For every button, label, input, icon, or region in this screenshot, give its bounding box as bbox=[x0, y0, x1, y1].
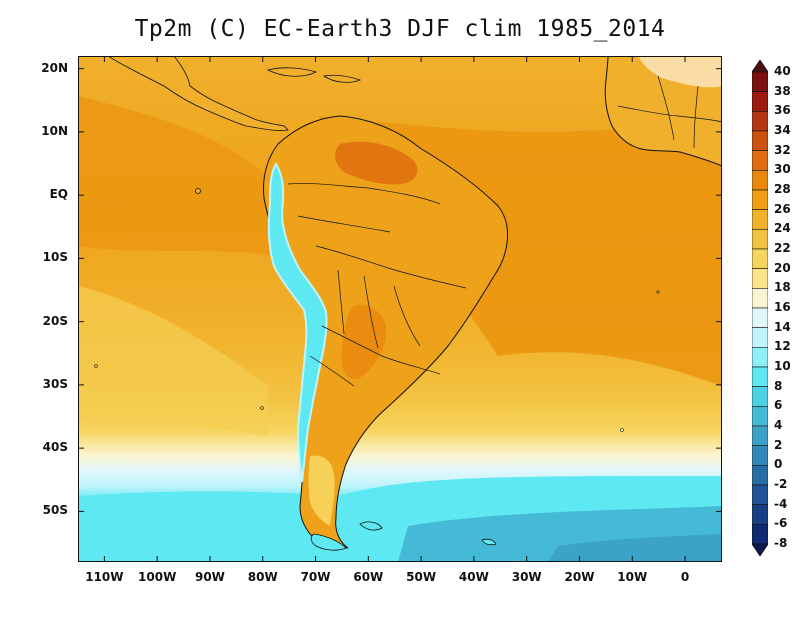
longitude-label: 0 bbox=[680, 570, 690, 584]
colorbar-segment bbox=[752, 248, 768, 269]
colorbar-label: 40 bbox=[774, 64, 791, 78]
longitude-label: 10W bbox=[617, 570, 648, 584]
colorbar-label: 22 bbox=[774, 241, 791, 255]
colorbar-segment bbox=[752, 71, 768, 92]
colorbar-label: 36 bbox=[774, 103, 791, 118]
colorbar-label: 32 bbox=[774, 142, 791, 157]
latitude-label: 30S bbox=[42, 376, 68, 391]
colorbar-label: 6 bbox=[774, 398, 783, 413]
falkland-islands bbox=[359, 521, 383, 531]
longitude-label: 40W bbox=[458, 570, 489, 584]
colorbar-label: 34 bbox=[774, 123, 791, 137]
small-island bbox=[620, 428, 624, 432]
africa-borders bbox=[617, 75, 722, 149]
hot-interior-region bbox=[341, 305, 387, 380]
sahara-warm-region bbox=[638, 56, 722, 88]
colorbar-segment bbox=[752, 425, 768, 446]
colorbar-label: 24 bbox=[774, 221, 791, 236]
central-america-land bbox=[107, 56, 289, 131]
small-island bbox=[260, 406, 264, 410]
patagonia-cool-region bbox=[308, 455, 335, 526]
map-title: Tp2m (C) EC-Earth3 DJF clim 1985_2014 bbox=[134, 16, 666, 42]
small-island bbox=[656, 290, 660, 294]
latitude-label: 40S bbox=[42, 440, 68, 455]
tick-marks bbox=[78, 56, 722, 562]
colorbar-label: -6 bbox=[774, 516, 788, 531]
caribbean-island bbox=[266, 67, 318, 77]
colorbar-segment bbox=[752, 484, 768, 505]
colorbar-segment bbox=[752, 347, 768, 368]
longitude-label: 50W bbox=[406, 570, 437, 584]
colorbar-label: 18 bbox=[774, 280, 791, 295]
caribbean-island bbox=[322, 74, 362, 83]
colorbar-max-triangle bbox=[752, 60, 768, 73]
colorbar bbox=[752, 60, 768, 556]
colorbar-label: -8 bbox=[774, 536, 788, 550]
colorbar-label: -2 bbox=[774, 477, 788, 491]
colorbar-segment bbox=[752, 268, 768, 289]
colorbar-label: 8 bbox=[774, 378, 783, 393]
galapagos-island bbox=[195, 188, 201, 194]
colorbar-segment bbox=[752, 524, 768, 545]
colorbar-label: -4 bbox=[774, 496, 788, 511]
latitude-label: 10N bbox=[41, 123, 68, 138]
colorbar-label: 26 bbox=[774, 201, 791, 216]
cool-pacific-region bbox=[78, 286, 268, 436]
longitude-label: 30W bbox=[511, 570, 542, 584]
colorbar-label: 0 bbox=[774, 457, 783, 472]
colorbar-min-triangle bbox=[752, 543, 768, 556]
colorbar-segment bbox=[752, 130, 768, 151]
colorbar-segment bbox=[752, 150, 768, 171]
latitude-label: 20N bbox=[41, 60, 68, 75]
colorbar-segment bbox=[752, 366, 768, 387]
colorbar-label: 14 bbox=[774, 319, 791, 334]
longitude-label: 90W bbox=[194, 570, 225, 584]
colorbar-segment bbox=[752, 465, 768, 486]
longitude-label: 70W bbox=[300, 570, 331, 584]
colorbar-segment bbox=[752, 445, 768, 466]
tierra-del-fuego bbox=[310, 533, 347, 551]
colorbar-label: 30 bbox=[774, 162, 791, 177]
andes-cold-ridge bbox=[267, 162, 328, 483]
colorbar-label: 38 bbox=[774, 83, 791, 98]
coldest-southern-ocean bbox=[548, 534, 722, 562]
colorbar-segment bbox=[752, 327, 768, 348]
latitude-label: 10S bbox=[42, 250, 68, 265]
colorbar-segment bbox=[752, 386, 768, 407]
colorbar-segment bbox=[752, 504, 768, 525]
map-border bbox=[78, 56, 722, 562]
temperature-map bbox=[78, 56, 722, 562]
country-borders bbox=[287, 183, 467, 387]
colorbar-segment bbox=[752, 170, 768, 191]
latitude-label: 20S bbox=[42, 313, 68, 328]
longitude-label: 60W bbox=[353, 570, 384, 584]
colorbar-segment bbox=[752, 406, 768, 427]
colorbar-label: 2 bbox=[774, 437, 783, 452]
colorbar-segment bbox=[752, 307, 768, 328]
hot-amazon-region bbox=[335, 141, 418, 185]
colorbar-label: 12 bbox=[774, 339, 791, 354]
colorbar-segment bbox=[752, 209, 768, 230]
small-island bbox=[94, 364, 98, 368]
colorbar-segment bbox=[752, 229, 768, 250]
longitude-label: 110W bbox=[85, 570, 124, 584]
longitude-label: 80W bbox=[247, 570, 278, 584]
colorbar-segment bbox=[752, 91, 768, 112]
warm-pacific-region bbox=[78, 96, 278, 256]
latitude-label: 50S bbox=[42, 503, 68, 518]
colorbar-segment bbox=[752, 189, 768, 210]
latitude-label: EQ bbox=[49, 187, 68, 202]
colorbar-segment bbox=[752, 111, 768, 132]
colorbar-label: 10 bbox=[774, 359, 791, 373]
colorbar-label: 16 bbox=[774, 300, 791, 314]
colorbar-label: 28 bbox=[774, 182, 791, 196]
longitude-label: 100W bbox=[138, 570, 177, 584]
longitude-label: 20W bbox=[564, 570, 595, 584]
south-georgia-island bbox=[481, 538, 497, 546]
colorbar-segment bbox=[752, 288, 768, 309]
colorbar-label: 4 bbox=[774, 418, 783, 432]
colorbar-label: 20 bbox=[774, 260, 791, 275]
